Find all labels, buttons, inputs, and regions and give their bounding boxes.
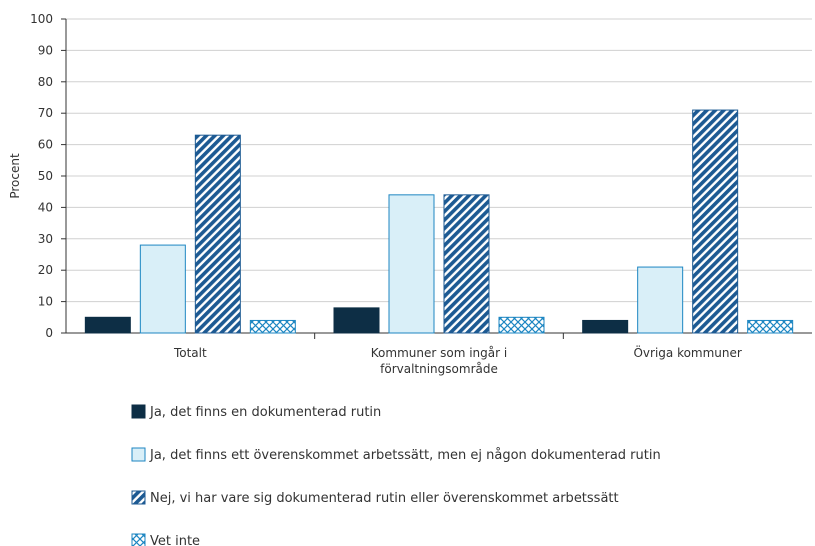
y-tick-label: 50 [38,169,53,183]
bar [249,319,296,334]
bar [84,316,131,334]
legend-entry: Ja, det finns ett överenskommet arbetssä… [149,448,661,463]
axis-labels: 0 10 20 30 40 50 60 70 80 90 100 Procent Totalt Kommu… [8,12,742,376]
bar [139,244,186,334]
bar [333,307,380,334]
legend-entry: Ja, det finns en dokumenterad rutin [149,405,381,420]
legend-swatch [131,533,146,546]
bar [443,194,490,334]
y-tick-label: 40 [38,200,53,214]
y-axis-label: Procent [8,153,22,199]
bar [388,194,435,334]
y-tick-label: 60 [38,138,53,152]
bar [498,316,545,334]
bar [747,319,794,334]
y-tick-label: 90 [38,43,53,57]
y-tick-label: 100 [30,12,53,26]
y-tick-label: 20 [38,263,53,277]
axes [61,18,812,339]
x-tick-label: Övriga kommuner [633,344,741,360]
x-tick-label: Totalt [173,346,207,360]
y-tick-label: 80 [38,75,53,89]
y-tick-label: 70 [38,106,53,120]
legend-entry: Vet inte [150,534,200,546]
y-tick-label: 10 [38,295,53,309]
legend: Ja, det finns en dokumenterad rutin Ja, d… [131,404,661,546]
y-tick-label: 30 [38,232,53,246]
legend-swatch [131,447,146,462]
gridlines [66,18,812,303]
x-tick-label: Kommuner som ingår i [371,346,507,360]
legend-entry: Nej, vi har vare sig dokumenterad rutin … [150,491,619,506]
bar [692,109,739,334]
legend-swatch [131,490,146,505]
bar [582,319,629,334]
x-tick-label: förvaltningsområde [380,362,498,376]
bars [84,109,794,334]
y-tick-label: 0 [45,326,53,340]
bar [637,266,684,334]
bar [194,134,241,334]
legend-swatch [131,404,146,419]
